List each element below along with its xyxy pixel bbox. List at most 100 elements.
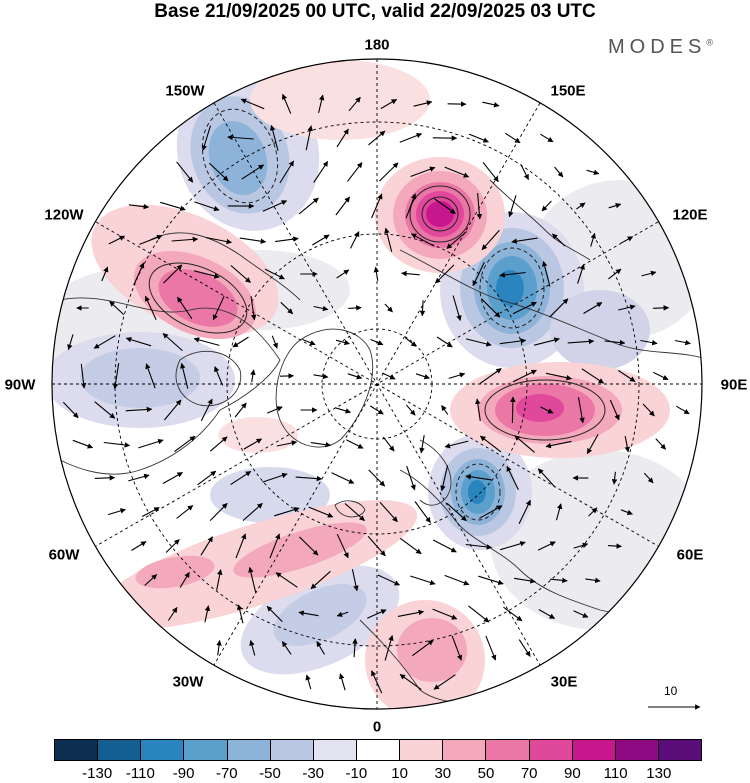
- colorbar-swatch: [529, 740, 573, 760]
- wind-vector: [499, 271, 526, 278]
- wind-vector: [347, 162, 363, 182]
- wind-vector: [379, 162, 399, 182]
- wind-vector: [411, 639, 434, 657]
- lon-label-30e: 30E: [550, 673, 578, 691]
- lon-label-180: 180: [364, 36, 390, 54]
- coastline-iceland: [334, 500, 366, 518]
- wind-vector: [204, 605, 211, 623]
- wind-vector: [305, 125, 313, 151]
- greenland-low: [210, 467, 330, 523]
- hudson-low: [52, 332, 235, 428]
- wind-vector: [478, 575, 504, 585]
- wind-vector: [419, 435, 425, 454]
- africa-high: [365, 600, 485, 709]
- wind-vector: [441, 405, 449, 415]
- wind-vector: [162, 332, 183, 352]
- wind-vector: [209, 503, 228, 521]
- coastline-scandinavia: [419, 439, 452, 506]
- wind-vector: [588, 507, 598, 517]
- wind-vector: [373, 266, 380, 281]
- wind-vector: [503, 606, 523, 622]
- wind-vector: [514, 435, 535, 453]
- wind-vector: [230, 265, 251, 283]
- wind-vector: [269, 533, 281, 559]
- wind-vector: [248, 566, 257, 593]
- wind-vector: [446, 502, 467, 522]
- wind-vector: [397, 609, 425, 617]
- wind-vector: [262, 472, 288, 483]
- wind-vector: [109, 300, 125, 316]
- lon-label-0: 0: [372, 718, 382, 736]
- wind-vector: [250, 369, 256, 383]
- anomaly-field: [52, 60, 702, 709]
- wind-vector: [472, 262, 485, 287]
- contour-positive: [484, 379, 606, 441]
- wind-vector: [216, 569, 223, 591]
- wind-vector: [468, 133, 489, 143]
- wind-vector: [555, 503, 563, 521]
- wind-vector: [242, 502, 263, 522]
- wind-vector: [163, 399, 182, 421]
- wind-vector: [145, 363, 156, 389]
- wind-vector: [351, 569, 359, 592]
- wind-vector: [269, 124, 279, 151]
- wind-vector: [573, 542, 589, 549]
- wind-vector: [452, 295, 462, 322]
- wind-vector: [384, 227, 393, 252]
- wind-vector: [194, 201, 220, 212]
- wind-vector: [125, 406, 153, 413]
- wind-vector: [482, 161, 499, 183]
- wind-vector: [227, 134, 254, 141]
- wind-vector: [103, 441, 131, 448]
- wind-vector: [67, 334, 74, 351]
- lon-label-90e: 90E: [720, 376, 748, 394]
- wind-vector: [295, 475, 323, 482]
- wind-vector: [133, 262, 145, 286]
- wind-vector: [382, 372, 396, 380]
- lon-label-30w: 30W: [172, 673, 204, 691]
- wind-vector: [538, 609, 556, 619]
- wind-vector: [214, 366, 224, 386]
- wind-vector: [239, 237, 267, 244]
- map-border: [51, 58, 703, 710]
- wind-vector: [624, 435, 630, 453]
- wind-vector: [275, 236, 299, 243]
- wind-vector: [608, 268, 622, 280]
- wind-vector: [281, 641, 292, 655]
- wind-vector: [243, 438, 263, 450]
- wind-vector: [406, 465, 416, 491]
- wind-vector: [436, 336, 453, 348]
- wind-vector: [640, 339, 658, 346]
- colorbar-swatch: [55, 740, 99, 760]
- wind-vector: [414, 501, 431, 523]
- wind-vector: [352, 638, 358, 658]
- coastline-hudson: [175, 350, 242, 407]
- wind-vector: [674, 339, 691, 346]
- wind-vector: [112, 363, 120, 390]
- wind-vector: [554, 166, 564, 178]
- lon-label-120e: 120E: [672, 206, 708, 224]
- wind-vector: [485, 635, 497, 661]
- wind-vector: [514, 577, 536, 584]
- wind-vector: [567, 338, 595, 345]
- wind-vector: [316, 641, 325, 655]
- wind-vector: [350, 231, 360, 249]
- wind-vector: [93, 335, 116, 349]
- colorbar-tick-label: -90: [172, 765, 195, 782]
- colorbar-swatch: [356, 740, 401, 760]
- wind-vector: [608, 202, 622, 209]
- wind-vector: [433, 198, 456, 214]
- wind-vector: [652, 305, 670, 311]
- wind-vector: [280, 301, 294, 315]
- wind-vector: [440, 465, 449, 492]
- wind-vector: [511, 237, 538, 244]
- wind-vector: [444, 440, 469, 449]
- wind-vector: [552, 233, 566, 247]
- brand-mark: ®: [706, 37, 713, 48]
- wind-vector: [62, 401, 79, 419]
- wind-vector: [481, 229, 500, 251]
- wind-vector: [174, 435, 196, 453]
- wind-vector: [642, 403, 655, 417]
- colorbar-tick-label: -130: [82, 765, 113, 782]
- colorbar: [54, 739, 702, 761]
